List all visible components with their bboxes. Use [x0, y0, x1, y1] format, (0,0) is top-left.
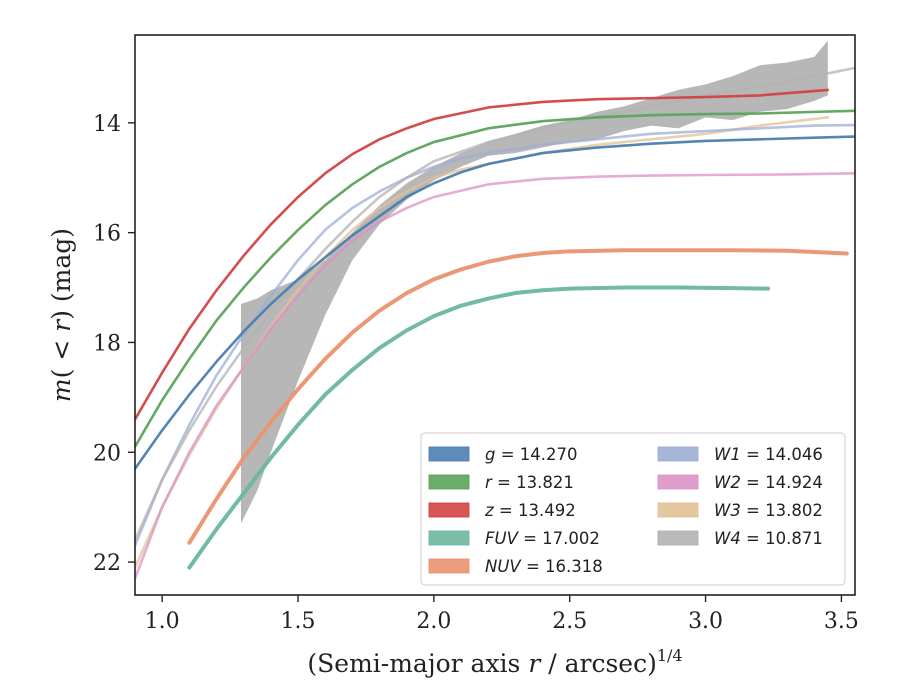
legend-label-w3: W3 = 13.802: [714, 501, 823, 520]
y-tick-label: 20: [93, 441, 121, 466]
legend-swatch-z: [428, 502, 470, 518]
legend-label-r: r = 13.821: [485, 473, 574, 492]
legend-swatch-w4: [657, 530, 699, 546]
legend-entry-g: g = 14.270: [428, 445, 578, 464]
legend-label-nuv: NUV = 16.318: [485, 557, 603, 576]
legend-swatch-w3: [657, 502, 699, 518]
y-tick-label: 14: [93, 112, 121, 137]
plot-frame: [134, 34, 856, 596]
series-lines: [135, 66, 855, 580]
x-tick-label: 2.0: [416, 609, 451, 634]
x-tick-label: 1.0: [145, 609, 180, 634]
legend-swatch-fuv: [428, 530, 470, 546]
legend-label-w1: W1 = 14.046: [714, 445, 823, 464]
legend-entry-r: r = 13.821: [428, 473, 574, 492]
x-tick-label: 2.5: [552, 609, 587, 634]
x-tick-label: 1.5: [281, 609, 316, 634]
y-tick-label: 18: [93, 331, 121, 356]
legend-swatch-r: [428, 474, 470, 490]
legend-entry-w1: W1 = 14.046: [657, 445, 823, 464]
legend-label-g: g = 14.270: [485, 445, 578, 464]
series-line-g: [135, 135, 855, 471]
legend-swatch-w1: [657, 446, 699, 462]
legend-swatch-w2: [657, 474, 699, 490]
legend-swatch-nuv: [428, 558, 470, 574]
series-line-fuv: [187, 285, 771, 570]
series-line-w3: [135, 116, 830, 569]
band-w4: [240, 40, 828, 524]
legend-entry-w3: W3 = 13.802: [657, 501, 823, 520]
y-axis-label: m( < r) (mag): [47, 228, 76, 402]
legend-entry-nuv: NUV = 16.318: [428, 557, 603, 576]
x-tick-label: 3.5: [824, 609, 859, 634]
axis-ticks: 1.0 1.5 2.0 2.5 3.0 3.5 14 16 18 20 22: [93, 112, 859, 634]
legend-entry-w4: W4 = 10.871: [657, 529, 823, 548]
legend-entry-fuv: FUV = 17.002: [428, 529, 600, 548]
legend-entry-z: z = 13.492: [428, 501, 576, 520]
legend-entry-w2: W2 = 14.924: [657, 473, 823, 492]
series-line-nuv: [187, 248, 849, 545]
x-tick-label: 3.0: [688, 609, 723, 634]
series-line-z: [135, 88, 830, 421]
legend-swatch-g: [428, 446, 470, 462]
legend-box: [420, 432, 846, 586]
legend-label-z: z = 13.492: [484, 501, 576, 520]
legend-label-w2: W2 = 14.924: [714, 473, 823, 492]
x-axis-label: (Semi-major axis r / arcsec)1/4: [307, 646, 682, 678]
y-tick-label: 22: [93, 551, 121, 576]
y-tick-label: 16: [93, 222, 121, 247]
legend-label-fuv: FUV = 17.002: [485, 529, 600, 548]
uncertainty-bands: [240, 40, 828, 524]
legend: g = 14.270 r = 13.821 z = 13.492 FUV = 17.0…: [420, 432, 846, 586]
legend-label-w4: W4 = 10.871: [714, 529, 823, 548]
series-line-r: [135, 109, 855, 449]
series-line-w2: [135, 172, 855, 580]
